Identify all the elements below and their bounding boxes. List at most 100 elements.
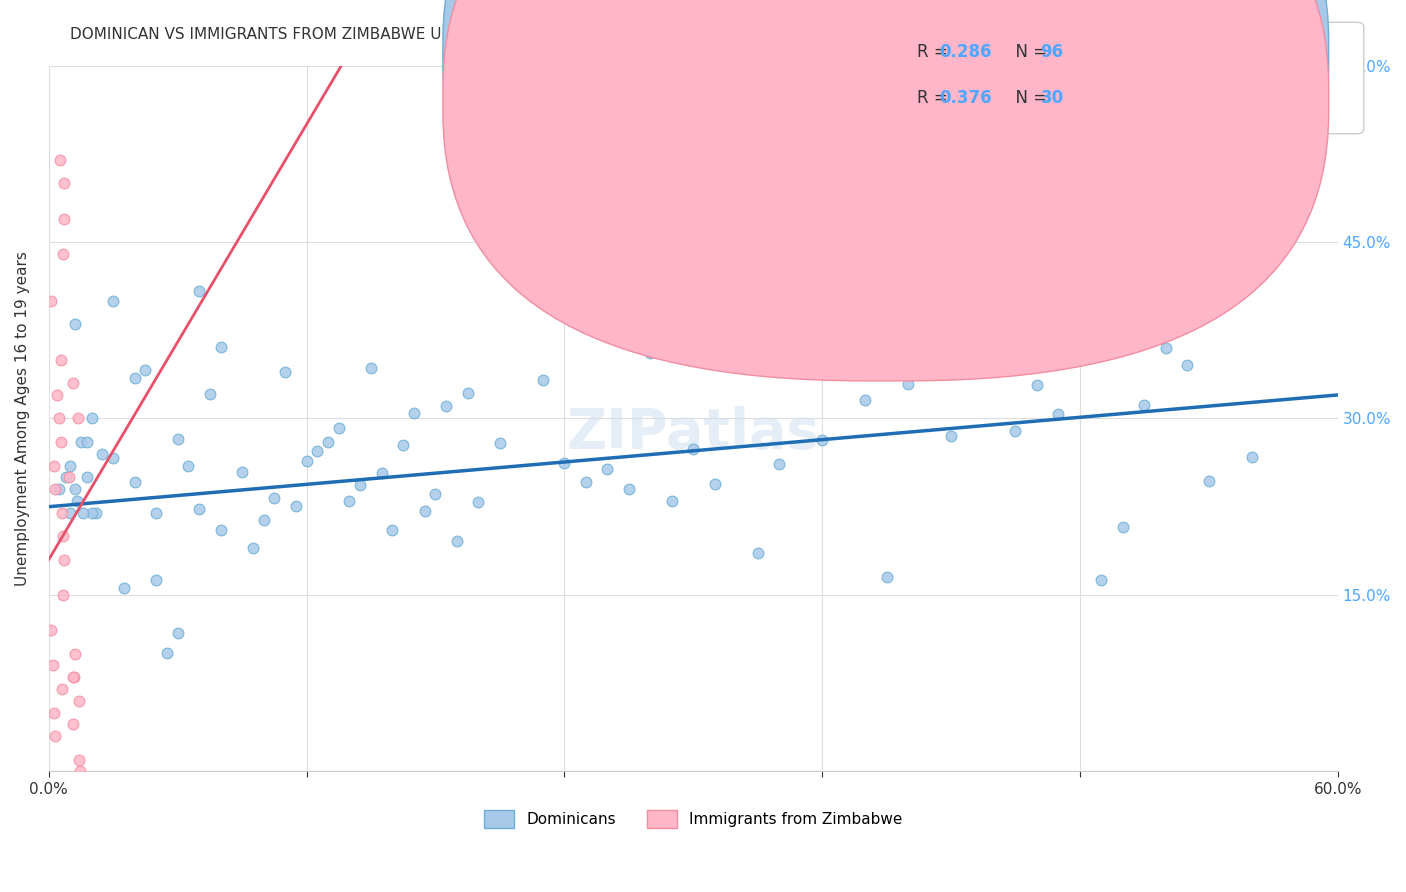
Dominicans: [112, 581, 135, 595]
Dominicans: [1069, 196, 1091, 211]
Dominicans: [328, 421, 350, 435]
Dominicans: [1284, 217, 1306, 231]
Y-axis label: Unemployment Among Ages 16 to 19 years: Unemployment Among Ages 16 to 19 years: [15, 251, 30, 586]
Dominicans: [402, 406, 425, 420]
Dominicans: [295, 454, 318, 468]
Dominicans: [76, 435, 98, 450]
Dominicans: [638, 346, 661, 360]
Dominicans: [596, 462, 619, 476]
Text: R =: R =: [917, 89, 953, 107]
Dominicans: [72, 506, 94, 520]
Dominicans: [853, 392, 876, 407]
Immigrants from Zimbabwe: [53, 211, 76, 226]
Dominicans: [897, 377, 920, 392]
Immigrants from Zimbabwe: [67, 753, 90, 767]
Dominicans: [446, 533, 468, 548]
Immigrants from Zimbabwe: [42, 458, 65, 473]
Immigrants from Zimbabwe: [62, 670, 84, 684]
Dominicans: [80, 411, 103, 425]
Dominicans: [274, 364, 297, 378]
Immigrants from Zimbabwe: [49, 435, 72, 450]
Legend: Dominicans, Immigrants from Zimbabwe: Dominicans, Immigrants from Zimbabwe: [478, 804, 908, 834]
Dominicans: [91, 447, 114, 461]
Dominicans: [188, 284, 211, 298]
Immigrants from Zimbabwe: [63, 670, 86, 684]
Dominicans: [84, 506, 107, 520]
Dominicans: [832, 277, 855, 292]
Text: 96: 96: [1040, 43, 1063, 61]
Immigrants from Zimbabwe: [69, 764, 91, 779]
Dominicans: [661, 494, 683, 508]
Dominicans: [768, 457, 790, 471]
Immigrants from Zimbabwe: [45, 388, 67, 402]
Immigrants from Zimbabwe: [48, 411, 70, 425]
Immigrants from Zimbabwe: [44, 482, 66, 496]
Immigrants from Zimbabwe: [62, 376, 84, 391]
Dominicans: [307, 443, 329, 458]
Text: R =: R =: [917, 43, 953, 61]
Immigrants from Zimbabwe: [44, 706, 66, 720]
Dominicans: [457, 386, 479, 401]
Dominicans: [1175, 358, 1198, 372]
Dominicans: [145, 573, 167, 587]
Dominicans: [80, 506, 103, 520]
Immigrants from Zimbabwe: [52, 529, 75, 543]
Dominicans: [1154, 341, 1177, 355]
Text: Source: ZipAtlas.com: Source: ZipAtlas.com: [1230, 27, 1364, 40]
Dominicans: [425, 487, 447, 501]
Dominicans: [209, 524, 232, 538]
Immigrants from Zimbabwe: [41, 658, 63, 673]
Immigrants from Zimbabwe: [51, 352, 73, 367]
Dominicans: [70, 435, 93, 450]
Dominicans: [553, 456, 575, 470]
Dominicans: [392, 438, 415, 452]
Dominicans: [1090, 574, 1112, 588]
Immigrants from Zimbabwe: [62, 717, 84, 731]
Dominicans: [103, 293, 125, 308]
Dominicans: [124, 475, 146, 489]
Dominicans: [360, 361, 382, 376]
Dominicans: [66, 493, 89, 508]
Immigrants from Zimbabwe: [44, 729, 66, 743]
Dominicans: [1004, 424, 1026, 438]
Dominicans: [747, 546, 769, 560]
Dominicans: [1133, 398, 1156, 412]
Dominicans: [63, 482, 86, 496]
Dominicans: [703, 476, 725, 491]
Text: DOMINICAN VS IMMIGRANTS FROM ZIMBABWE UNEMPLOYMENT AMONG AGES 16 TO 19 YEARS COR: DOMINICAN VS IMMIGRANTS FROM ZIMBABWE UN…: [70, 27, 966, 42]
Dominicans: [134, 363, 156, 377]
Dominicans: [198, 386, 221, 401]
Dominicans: [339, 494, 361, 508]
Immigrants from Zimbabwe: [48, 153, 70, 167]
Dominicans: [188, 502, 211, 516]
Dominicans: [316, 435, 339, 450]
Immigrants from Zimbabwe: [52, 247, 75, 261]
Text: 0.286: 0.286: [939, 43, 991, 61]
Dominicans: [242, 541, 264, 556]
Dominicans: [63, 318, 86, 332]
Dominicans: [1047, 407, 1070, 421]
Dominicans: [413, 504, 436, 518]
Dominicans: [124, 371, 146, 385]
Dominicans: [510, 253, 533, 268]
Dominicans: [156, 646, 179, 660]
Immigrants from Zimbabwe: [51, 681, 73, 696]
Text: N =: N =: [1005, 43, 1053, 61]
Dominicans: [59, 506, 82, 520]
Immigrants from Zimbabwe: [52, 552, 75, 566]
Dominicans: [231, 465, 253, 479]
Dominicans: [617, 482, 640, 496]
Dominicans: [725, 345, 748, 359]
Text: ZIPatlas: ZIPatlas: [567, 406, 820, 459]
Immigrants from Zimbabwe: [41, 293, 63, 308]
Dominicans: [682, 442, 704, 456]
Dominicans: [1112, 520, 1135, 534]
Dominicans: [76, 470, 98, 484]
Immigrants from Zimbabwe: [66, 411, 89, 425]
Dominicans: [434, 399, 457, 413]
Immigrants from Zimbabwe: [67, 694, 90, 708]
Dominicans: [103, 451, 125, 466]
Dominicans: [252, 513, 274, 527]
Dominicans: [575, 475, 598, 489]
Dominicans: [811, 434, 834, 448]
